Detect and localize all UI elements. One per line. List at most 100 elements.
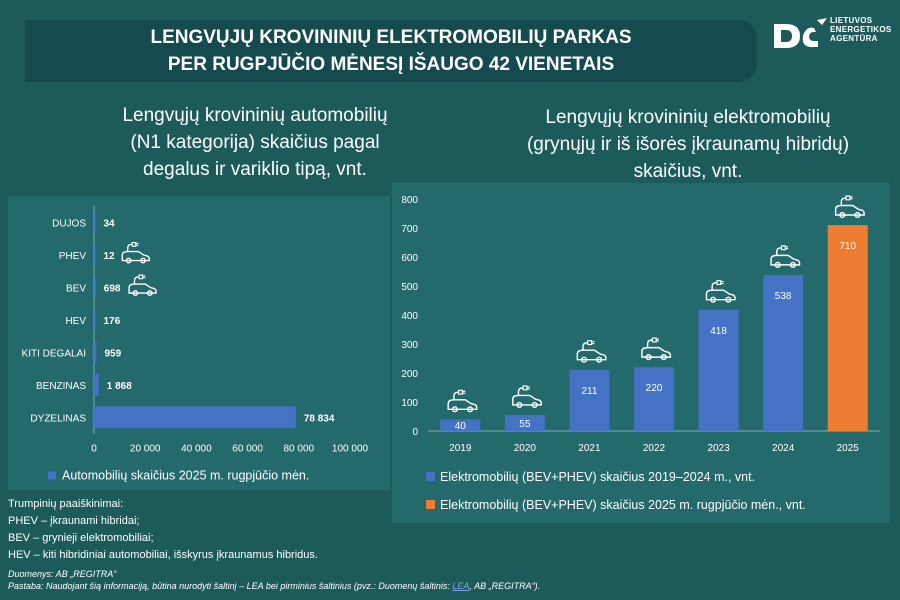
bar-value-label: 418 bbox=[710, 326, 727, 337]
legend-swatch bbox=[426, 472, 435, 481]
right-title-line-2: (grynųjų ir iš išorės įkraunamų hibridų) bbox=[526, 134, 850, 155]
left-chart-title: Lengvųjų krovininių automobilių (N1 kate… bbox=[90, 102, 420, 183]
data-source: Duomenys: AB „REGITRA“ bbox=[8, 569, 117, 579]
category-label: PHEV bbox=[59, 251, 87, 262]
ev-van-icon bbox=[447, 389, 478, 413]
legend-label: Automobilių skaičius 2025 m. rugpjūčio m… bbox=[62, 469, 309, 483]
x-tick-label: 0 bbox=[91, 444, 97, 455]
bar bbox=[94, 211, 96, 234]
logo-text: LIETUVOS ENERGETIKOS AGENTŪRA bbox=[830, 16, 892, 43]
page-title-line-1: LENGVŲJŲ KROVININIŲ ELEKTROMOBILIŲ PARKA… bbox=[150, 27, 632, 48]
left-chart-panel: DUJOS 34 PHEV 12 BEV 698 HEV 176 KITI DEGALAI 959… bbox=[8, 196, 390, 490]
left-title-line-3: degalus ir variklio tipą, vnt. bbox=[143, 159, 367, 180]
x-tick-label: 100 000 bbox=[332, 444, 369, 455]
note-hev: HEV – kiti hibridiniai automobiliai, išs… bbox=[8, 549, 318, 561]
y-tick-label: 200 bbox=[401, 369, 418, 380]
x-tick-label: 2025 bbox=[837, 443, 860, 454]
x-tick-label: 80 000 bbox=[284, 444, 315, 455]
bar-value-label: 698 bbox=[104, 283, 121, 294]
y-tick-label: 100 bbox=[401, 398, 418, 409]
bar-value-label: 40 bbox=[455, 421, 467, 432]
x-tick-label: 20 000 bbox=[130, 444, 161, 455]
x-tick-label: 2022 bbox=[643, 443, 666, 454]
note-phev: PHEV – įkraunami hibridai; bbox=[8, 515, 140, 527]
ev-van-icon bbox=[770, 245, 801, 268]
legend-swatch bbox=[48, 471, 56, 480]
ev-van-icon bbox=[121, 242, 150, 264]
x-tick-label: 2023 bbox=[707, 443, 730, 454]
bar bbox=[94, 308, 96, 331]
bar-value-label: 959 bbox=[104, 348, 121, 359]
y-tick-label: 700 bbox=[401, 224, 418, 235]
lea-link[interactable]: LEA bbox=[452, 581, 470, 591]
x-tick-label: 2020 bbox=[514, 443, 537, 454]
bar-value-label: 12 bbox=[104, 251, 116, 262]
logo-line-2: ENERGETIKOS bbox=[830, 25, 892, 34]
bar bbox=[634, 367, 674, 431]
category-label: KITI DEGALAI bbox=[22, 348, 86, 359]
right-chart-title: Lengvųjų krovininių elektromobilių (gryn… bbox=[488, 104, 888, 185]
bar-value-label: 538 bbox=[775, 291, 792, 302]
bar bbox=[94, 243, 96, 266]
bar bbox=[94, 373, 99, 396]
bar-value-label: 1 868 bbox=[107, 381, 132, 392]
category-label: BENZINAS bbox=[36, 381, 86, 392]
bar bbox=[440, 419, 481, 431]
bar bbox=[827, 225, 868, 431]
bar bbox=[94, 276, 96, 299]
logo-line-3: AGENTŪRA bbox=[830, 34, 878, 43]
ev-van-icon bbox=[641, 337, 672, 361]
legend-label: Elektromobilių (BEV+PHEV) skaičius 2019–… bbox=[440, 470, 755, 484]
right-title-line-3: skaičius, vnt. bbox=[633, 161, 743, 182]
bar-value-label: 176 bbox=[104, 316, 121, 327]
page-title: LENGVŲJŲ KROVININIŲ ELEKTROMOBILIŲ PARKA… bbox=[25, 24, 757, 78]
logo-line-1: LIETUVOS bbox=[830, 16, 873, 25]
legend-swatch bbox=[426, 500, 435, 509]
header-banner bbox=[25, 20, 757, 82]
legend-label: Elektromobilių (BEV+PHEV) skaičius 2025 … bbox=[440, 498, 806, 512]
source-notes: Duomenys: AB „REGITRA“ Pastaba: Naudojan… bbox=[8, 568, 540, 592]
bar-value-label: 78 834 bbox=[304, 413, 335, 424]
page-title-line-2: PER RUGPJŪČIO MĖNESĮ IŠAUGO 42 VIENETAIS bbox=[167, 54, 615, 75]
ev-van-icon bbox=[705, 280, 736, 303]
right-title-line-1: Lengvųjų krovininių elektromobilių bbox=[545, 107, 831, 128]
category-label: DYZELINAS bbox=[30, 413, 86, 424]
ev-van-icon bbox=[128, 274, 157, 296]
bar bbox=[698, 309, 739, 431]
category-label: DUJOS bbox=[52, 218, 86, 229]
ev-fleet-bar-chart: 0 100 200 300 400 500 600 700 800 2019 40 2020 55 202… bbox=[401, 195, 880, 512]
ev-van-icon bbox=[834, 195, 865, 219]
y-tick-label: 800 bbox=[401, 195, 418, 206]
bar bbox=[94, 406, 296, 429]
ev-van-icon bbox=[512, 385, 542, 409]
bar-value-label: 34 bbox=[104, 218, 116, 229]
bar bbox=[504, 415, 545, 431]
abbreviation-notes: Trumpinių paaiškinimai: PHEV – įkraunami… bbox=[8, 496, 318, 564]
left-title-line-1: Lengvųjų krovininių automobilių bbox=[122, 105, 388, 126]
bar bbox=[763, 274, 804, 431]
category-label: BEV bbox=[66, 283, 86, 294]
usage-note: Pastaba: Naudojant šią informaciją, būti… bbox=[8, 580, 540, 592]
ev-van-icon bbox=[576, 340, 607, 363]
bar bbox=[94, 341, 97, 364]
right-chart-panel: 0 100 200 300 400 500 600 700 800 2019 40 2020 55 202… bbox=[392, 183, 890, 523]
y-tick-label: 500 bbox=[401, 282, 418, 293]
x-tick-label: 40 000 bbox=[181, 444, 212, 455]
bar-value-label: 211 bbox=[581, 386, 597, 397]
bar-value-label: 710 bbox=[839, 241, 856, 252]
category-label: HEV bbox=[65, 316, 86, 327]
bar-value-label: 220 bbox=[646, 383, 663, 394]
bar-value-label: 55 bbox=[519, 419, 531, 430]
usage-note-prefix: Pastaba: Naudojant šią informaciją, būti… bbox=[8, 581, 453, 591]
lea-logo-icon bbox=[774, 18, 827, 48]
x-tick-label: 2024 bbox=[772, 443, 795, 454]
y-tick-label: 0 bbox=[412, 427, 418, 438]
bar bbox=[569, 369, 610, 431]
y-tick-label: 400 bbox=[401, 311, 418, 322]
note-bev: BEV – grynieji elektromobiliai; bbox=[8, 532, 154, 544]
x-tick-label: 2021 bbox=[578, 443, 601, 454]
usage-note-suffix: , AB „REGITRA“). bbox=[469, 581, 541, 591]
y-tick-label: 600 bbox=[401, 253, 418, 264]
fuel-type-bar-chart: DUJOS 34 PHEV 12 BEV 698 HEV 176 KITI DEGALAI 959… bbox=[22, 206, 369, 483]
x-tick-label: 60 000 bbox=[232, 444, 263, 455]
